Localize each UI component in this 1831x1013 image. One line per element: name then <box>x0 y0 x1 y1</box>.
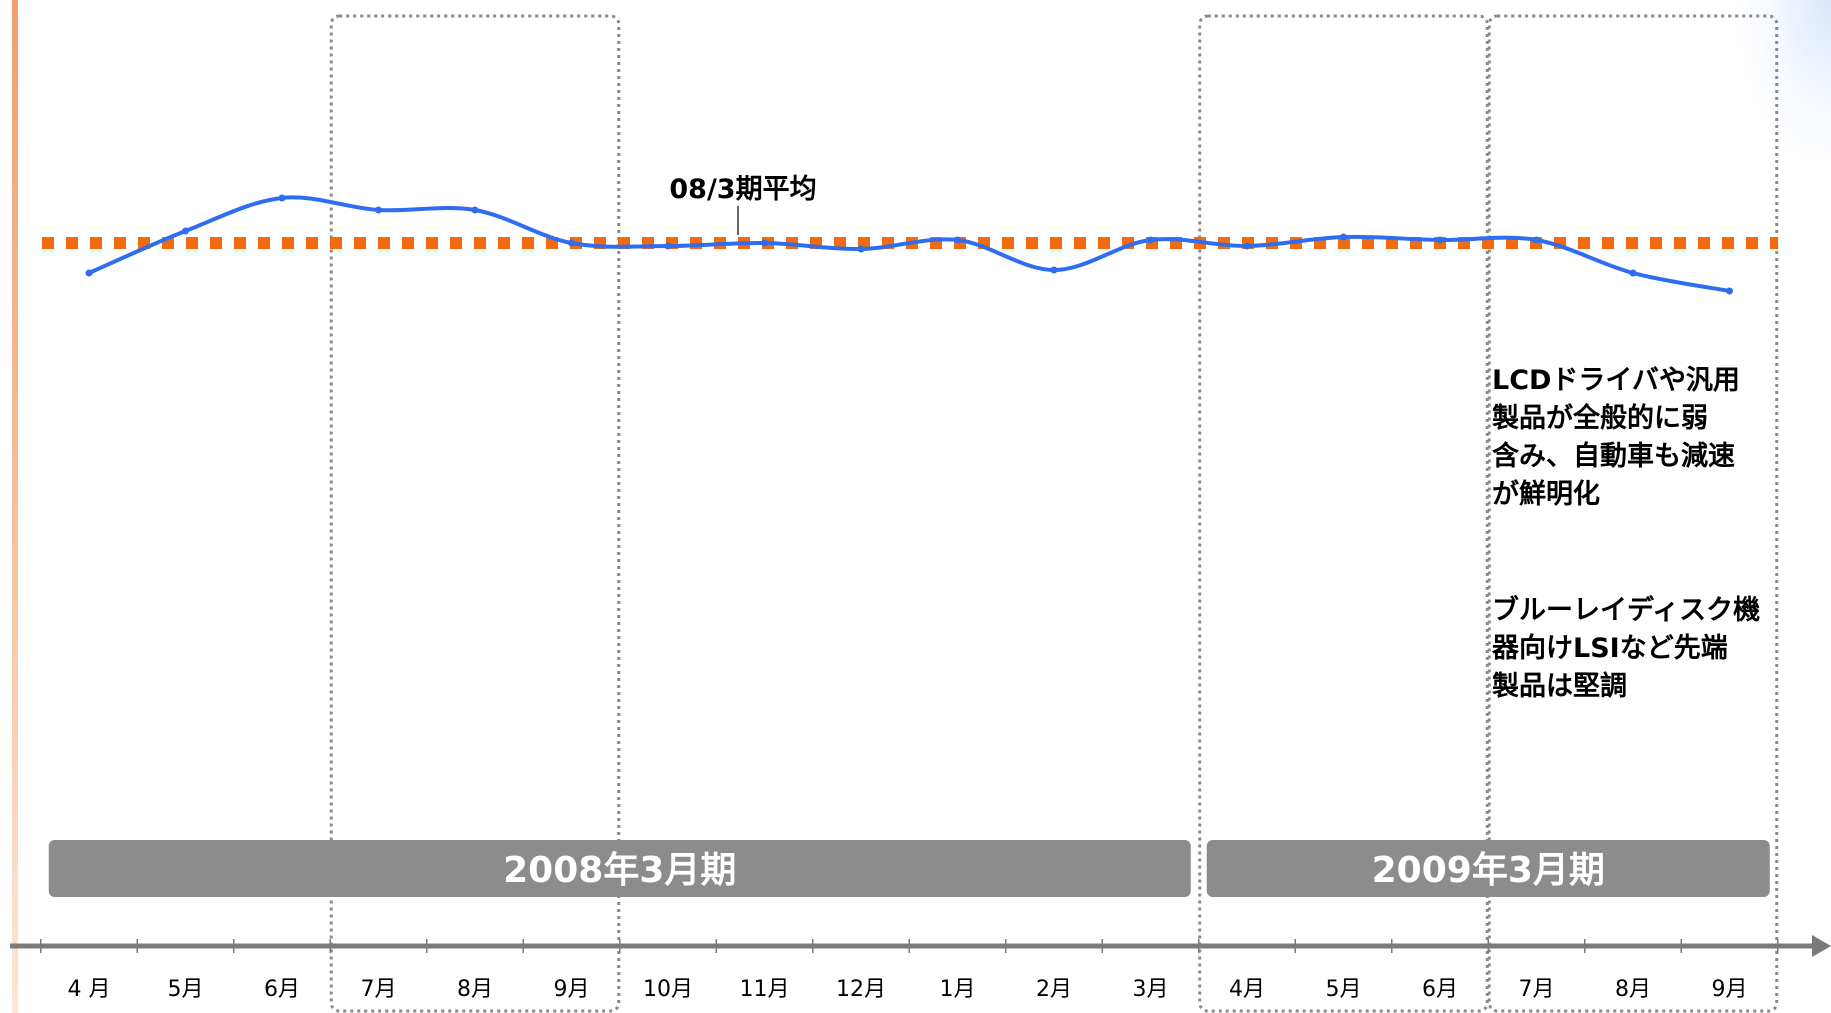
data-point-2月 <box>1050 266 1058 274</box>
left-accent-bar <box>12 0 18 1013</box>
data-point-6月 <box>278 194 286 202</box>
data-point-6月 <box>1436 236 1444 244</box>
data-point-5月 <box>1340 233 1347 241</box>
x-tick-label: 11月 <box>740 977 790 1002</box>
data-point-10月 <box>664 242 672 250</box>
x-axis-arrow <box>1812 935 1831 957</box>
x-tick-label: 2月 <box>1036 977 1072 1002</box>
annotation-strong-products: ブルーレイディスク機 器向けLSIなど先端 製品は堅調 <box>1492 595 1761 702</box>
x-tick-label: 7月 <box>1519 977 1555 1002</box>
x-tick-label: 12月 <box>836 977 886 1002</box>
data-point-9月 <box>568 239 575 247</box>
highlight-box-3 <box>1487 14 1779 1013</box>
series-group <box>85 194 1733 295</box>
x-tick-label: 6月 <box>1422 977 1458 1002</box>
period-label-2: 2009年3月期 <box>1372 850 1605 891</box>
period-bar-1 <box>48 840 1191 897</box>
x-tick-label: 8月 <box>457 977 493 1002</box>
data-point-7月 <box>1533 236 1540 244</box>
average-line-group: 08/3期平均 <box>42 174 1778 249</box>
x-tick-label: 5月 <box>1326 977 1362 1002</box>
series-line-1 <box>87 195 1732 293</box>
x-tick-label: 7月 <box>361 977 397 1002</box>
x-tick-label: 6月 <box>264 977 300 1002</box>
data-point-4月 <box>1243 242 1251 250</box>
data-point-11月 <box>761 239 768 247</box>
data-point-4 月 <box>85 269 93 277</box>
x-tick-label: 9月 <box>554 977 590 1002</box>
data-point-9月 <box>1726 287 1733 295</box>
x-tick-labels: 4 月 5月 6月 7月 8月 9月 10月 11月 12月 1月 2月 3月 4月 5月 6月 7月 8月 9月 <box>68 977 1748 1002</box>
annotation-weak-products: LCDドライバや汎用 製品が全般的に弱 含み、自動車も減速 が鮮明化 <box>1492 365 1740 510</box>
highlight-boxes <box>329 14 1779 1013</box>
x-tick-label: 3月 <box>1133 977 1169 1002</box>
x-tick-label: 4 月 <box>68 977 111 1002</box>
x-tick-label: 4月 <box>1229 977 1265 1002</box>
x-tick-label: 9月 <box>1712 977 1748 1002</box>
x-tick-label: 8月 <box>1615 977 1651 1002</box>
highlight-box-1 <box>329 14 621 1013</box>
x-tick-label: 5月 <box>168 977 204 1002</box>
highlight-box-2 <box>1198 14 1489 1013</box>
data-point-12月 <box>857 245 865 253</box>
data-point-8月 <box>1629 269 1637 277</box>
data-point-7月 <box>375 206 382 214</box>
x-tick-label: 10月 <box>643 977 693 1002</box>
corner-decoration <box>1741 0 1831 160</box>
average-label: 08/3期平均 <box>669 174 816 205</box>
data-point-5月 <box>182 227 189 235</box>
period-bar-2 <box>1206 840 1770 897</box>
data-point-8月 <box>471 206 479 214</box>
period-bars: 2008年3月期 2009年3月期 <box>48 840 1770 897</box>
data-point-3月 <box>1147 236 1154 244</box>
x-axis <box>10 935 1831 957</box>
period-label-1: 2008年3月期 <box>503 850 736 891</box>
x-tick-label: 1月 <box>940 977 976 1002</box>
data-point-1月 <box>954 236 961 244</box>
